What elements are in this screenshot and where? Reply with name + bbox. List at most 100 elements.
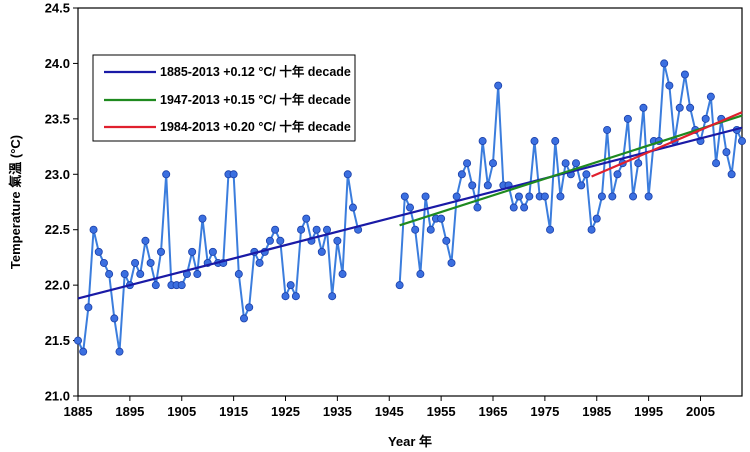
x-tick-label: 1945 [375,404,404,419]
data-point [473,203,482,212]
y-tick-label: 23.0 [45,167,70,182]
data-point [738,137,747,146]
data-point [712,159,721,168]
data-point [338,270,347,279]
data-point [281,292,290,301]
y-tick-label: 21.5 [45,333,70,348]
data-point [234,270,243,279]
data-point [312,225,321,234]
plot-frame [77,7,743,397]
data-point [328,292,337,301]
data-point [488,159,497,168]
data-point [348,203,357,212]
data-point [110,314,119,323]
data-point [333,236,342,245]
legend-label-1885: 1885-2013 +0.12 °C/ 十年 decade [160,64,351,79]
data-point [675,103,684,112]
trend-layer [77,111,743,300]
y-tick-label: 23.5 [45,111,70,126]
data-point [317,247,326,256]
data-point [239,314,248,323]
data-point [151,281,160,290]
x-axis-title: Year 年 [388,434,432,449]
x-tick-label: 1905 [167,404,196,419]
data-point [416,270,425,279]
data-point [302,214,311,223]
data-point [400,192,409,201]
data-point [442,236,451,245]
data-point [421,192,430,201]
data-point [136,270,145,279]
y-tick-label: 22.5 [45,222,70,237]
y-tick-label: 21.0 [45,389,70,404]
data-point [634,159,643,168]
trend-line-1984 [591,111,743,178]
data-point [546,225,555,234]
data-point [255,258,264,267]
legend: 1885-2013 +0.12 °C/ 十年 decade 1947-2013 … [92,54,356,142]
x-tick-label: 1965 [479,404,508,419]
data-point [629,192,638,201]
data-point [509,203,518,212]
data-point [587,225,596,234]
data-point [198,214,207,223]
data-point [208,247,217,256]
data-point [286,281,295,290]
x-tick-label: 1985 [582,404,611,419]
data-point [245,303,254,312]
data-point [727,170,736,179]
data-point [437,214,446,223]
data-point [74,336,83,345]
data-point [623,114,632,123]
data-point [592,214,601,223]
x-tick-label: 1955 [427,404,456,419]
data-point [452,192,461,201]
data-point [411,225,420,234]
data-point [525,192,534,201]
x-tick-label: 1885 [64,404,93,419]
data-point [706,92,715,101]
data-point [540,192,549,201]
x-tick-label: 1975 [530,404,559,419]
data-point [514,192,523,201]
data-point [582,170,591,179]
data-point [457,170,466,179]
data-point [156,247,165,256]
data-point [483,181,492,190]
data-point [680,70,689,79]
x-tick-label: 2005 [686,404,715,419]
data-point [468,181,477,190]
data-point [426,225,435,234]
y-axis-title: Temperature 氣溫 (°C) [8,135,23,269]
data-point [120,270,129,279]
data-point [639,103,648,112]
data-point [343,170,352,179]
data-point [613,170,622,179]
data-point [291,292,300,301]
data-point [478,137,487,146]
data-point [686,103,695,112]
data-point [551,137,560,146]
data-point [722,148,731,157]
data-point [115,347,124,356]
data-point [665,81,674,90]
trend-line-1885 [77,126,743,300]
y-axis: 21.0 21.5 22.0 22.5 23.0 23.5 24.0 24.5 [45,1,78,404]
data-point [276,236,285,245]
data-point [322,225,331,234]
data-point [94,247,103,256]
data-point [530,137,539,146]
y-tick-label: 24.0 [45,56,70,71]
data-point [520,203,529,212]
legend-label-1947: 1947-2013 +0.15 °C/ 十年 decade [160,92,351,107]
data-point [193,270,202,279]
x-tick-label: 1895 [115,404,144,419]
data-point [271,225,280,234]
data-point [572,159,581,168]
data-point [177,281,186,290]
x-tick-label: 1935 [323,404,352,419]
data-point [463,159,472,168]
data-point [405,203,414,212]
data-point [395,281,404,290]
data-point [701,114,710,123]
